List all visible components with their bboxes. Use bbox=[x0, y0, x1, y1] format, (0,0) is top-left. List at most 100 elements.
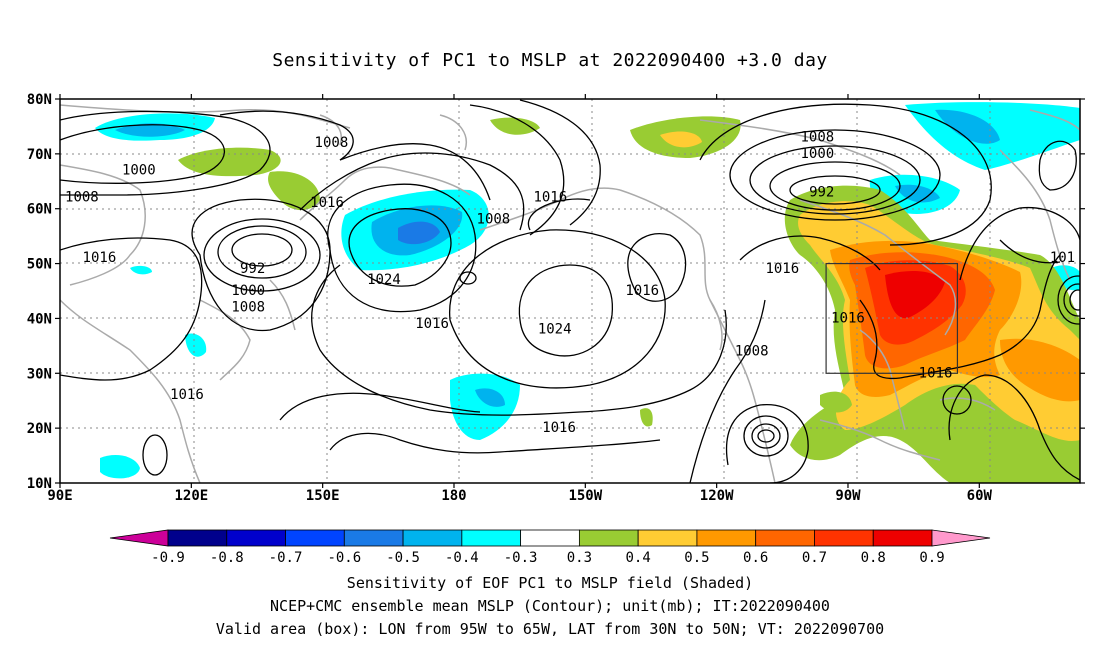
contour-line bbox=[339, 143, 491, 201]
contour-label: 1016 bbox=[542, 420, 576, 436]
colorbar-min-triangle bbox=[109, 529, 169, 547]
longitude-labels: 90E 120E 150E 180 150W 120W 90W 60W bbox=[47, 488, 992, 504]
colorbar-label: -0.6 bbox=[327, 550, 361, 566]
colorbar-label: -0.4 bbox=[445, 550, 479, 566]
negative-region bbox=[115, 123, 185, 137]
contour-line bbox=[329, 432, 661, 454]
lon-label: 150E bbox=[306, 488, 340, 504]
negative-region bbox=[185, 333, 207, 357]
contour-line bbox=[749, 145, 921, 215]
coastlines bbox=[60, 104, 1080, 483]
colorbar-box bbox=[755, 529, 815, 547]
contour-line bbox=[999, 239, 1061, 264]
contour-line bbox=[942, 385, 972, 415]
contour-line bbox=[279, 392, 481, 421]
contour-line bbox=[519, 99, 601, 226]
colorbar-label: -0.7 bbox=[269, 550, 303, 566]
contour-line bbox=[459, 271, 477, 285]
caption-line-3: Valid area (box): LON from 95W to 65W, L… bbox=[215, 620, 885, 638]
lat-label: 80N bbox=[27, 92, 52, 108]
contour-line bbox=[743, 415, 789, 457]
contour-line bbox=[60, 124, 226, 184]
contour-label: 1016 bbox=[919, 365, 953, 381]
contour-label: 1000 bbox=[122, 162, 156, 178]
positive-region bbox=[885, 270, 945, 319]
contour-label: 1024 bbox=[538, 321, 572, 337]
mslp-contours bbox=[60, 99, 1080, 483]
contour-line bbox=[739, 235, 881, 271]
contour-label: 1008 bbox=[231, 299, 265, 315]
contour-line bbox=[699, 103, 992, 246]
valid-area-box bbox=[825, 262, 959, 374]
lon-label: 180 bbox=[441, 488, 466, 504]
colorbar-label: -0.8 bbox=[210, 550, 244, 566]
contour-line bbox=[725, 404, 809, 483]
contour-line bbox=[751, 423, 781, 449]
negative-region bbox=[130, 265, 152, 275]
axis-ticks bbox=[55, 94, 1085, 488]
contour-label: 1016 bbox=[83, 250, 117, 266]
negative-region bbox=[450, 373, 520, 440]
contour-line bbox=[142, 434, 168, 476]
contour-line bbox=[203, 218, 321, 292]
colorbar-label: -0.9 bbox=[151, 550, 185, 566]
contour-line bbox=[859, 299, 901, 380]
colorbar-box bbox=[696, 529, 757, 547]
contour-line bbox=[60, 237, 203, 381]
colorbar-label: 0.3 bbox=[567, 550, 592, 566]
contour-line bbox=[217, 225, 307, 279]
colorbar-box bbox=[402, 529, 463, 547]
lon-label: 150W bbox=[568, 488, 602, 504]
contour-line bbox=[789, 175, 881, 205]
contour-label: 1016 bbox=[765, 261, 799, 277]
negative-region bbox=[895, 184, 940, 203]
contour-label: 1016 bbox=[625, 283, 659, 299]
contour-line bbox=[231, 233, 293, 267]
positive-region bbox=[820, 391, 852, 413]
colorbar-label: 0.6 bbox=[743, 550, 768, 566]
colorbar bbox=[109, 529, 991, 547]
positive-region bbox=[1000, 338, 1080, 402]
contour-line bbox=[1069, 289, 1080, 311]
lat-label: 50N bbox=[27, 257, 52, 273]
chart-title: Sensitivity of PC1 to MSLP at 2022090400… bbox=[272, 50, 828, 71]
lat-label: 30N bbox=[27, 366, 52, 382]
colorbar-box bbox=[226, 529, 286, 547]
contour-label: 1008 bbox=[65, 190, 99, 206]
lon-label: 60W bbox=[967, 488, 993, 504]
contour-line bbox=[899, 254, 1061, 379]
colorbar-box bbox=[461, 529, 522, 547]
negative-region bbox=[475, 388, 505, 407]
contour-line bbox=[327, 183, 477, 313]
contour-line bbox=[959, 206, 1080, 281]
contour-line bbox=[627, 233, 687, 302]
negative-region bbox=[100, 455, 140, 479]
lon-label: 90W bbox=[835, 488, 861, 504]
plot-frame bbox=[59, 98, 1081, 484]
contour-label: 1016 bbox=[831, 310, 865, 326]
colorbar-label: 0.5 bbox=[684, 550, 709, 566]
colorbar-max-triangle bbox=[931, 529, 991, 547]
contour-line bbox=[311, 264, 727, 416]
colorbar-label: 0.4 bbox=[626, 550, 651, 566]
caption-line-2: NCEP+CMC ensemble mean MSLP (Contour); u… bbox=[270, 597, 830, 615]
lon-label: 120E bbox=[174, 488, 208, 504]
contour-label: 1016 bbox=[310, 195, 344, 211]
contour-line bbox=[1063, 283, 1080, 317]
contour-line bbox=[527, 198, 591, 231]
colorbar-label: 0.9 bbox=[919, 550, 944, 566]
positive-region bbox=[268, 171, 320, 211]
caption-line-1: Sensitivity of EOF PC1 to MSLP field (Sh… bbox=[346, 574, 754, 592]
lon-label: 120W bbox=[700, 488, 734, 504]
colorbar-box bbox=[872, 529, 933, 547]
colorbar-box bbox=[167, 529, 228, 547]
contour-line bbox=[1057, 275, 1080, 325]
colorbar-label: 0.8 bbox=[861, 550, 886, 566]
contour-label: 1008 bbox=[477, 212, 511, 228]
lat-label: 20N bbox=[27, 421, 52, 437]
contour-line bbox=[449, 229, 666, 389]
contour-label: 1016 bbox=[170, 387, 204, 403]
latitude-labels: 80N 70N 60N 50N 40N 30N 20N 10N bbox=[27, 92, 52, 492]
colorbar-label: -0.5 bbox=[386, 550, 420, 566]
